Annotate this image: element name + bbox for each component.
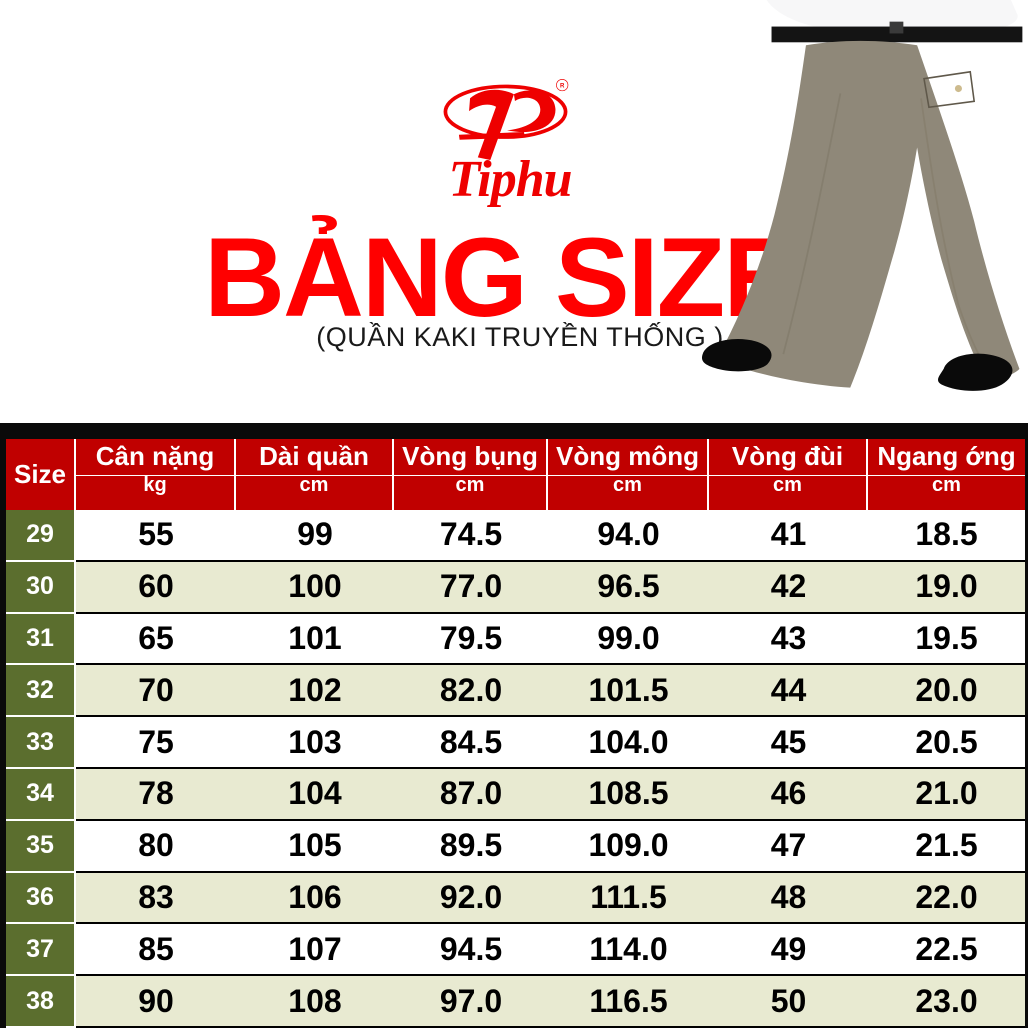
svg-text:R: R: [560, 83, 565, 89]
